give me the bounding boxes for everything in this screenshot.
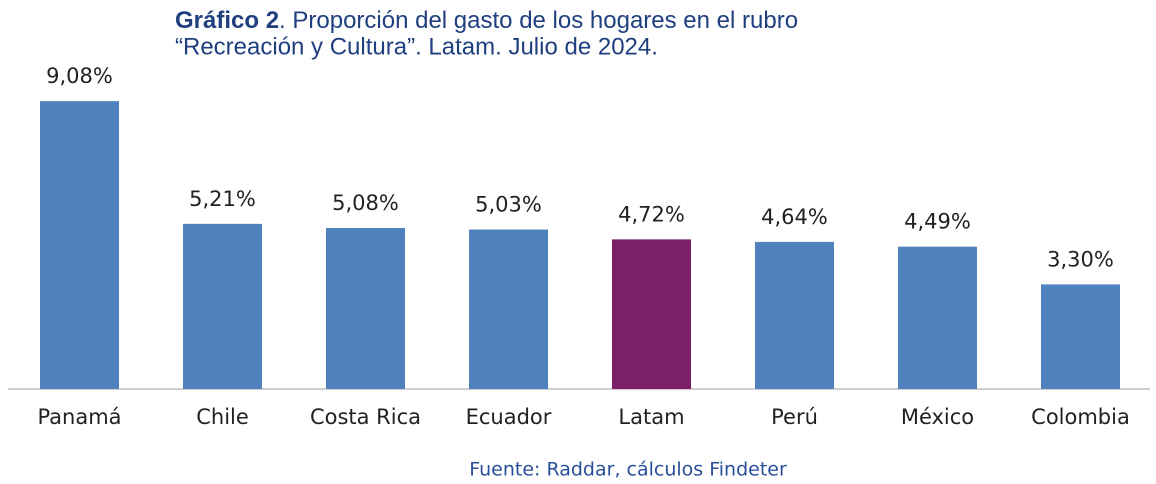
bar — [1041, 284, 1120, 389]
bar — [898, 246, 977, 389]
value-label: 5,21% — [189, 187, 256, 211]
x-tick-label: Perú — [771, 405, 818, 429]
title-label: Gráfico 2 — [175, 7, 279, 34]
value-label: 4,72% — [618, 202, 685, 226]
value-label: 4,64% — [761, 205, 828, 229]
title-line: “Recreación y Cultura”. Latam. Julio de … — [175, 33, 658, 60]
value-label: 5,08% — [332, 191, 399, 215]
x-tick-label: Panamá — [37, 405, 121, 429]
source: Fuente: Raddar, cálculos Findeter — [469, 459, 787, 481]
value-label: 9,08% — [46, 64, 113, 88]
bar — [469, 229, 548, 389]
value-label: 4,49% — [904, 210, 971, 234]
bar — [612, 239, 691, 389]
chart-title: Gráfico 2. Proporción del gasto de los h… — [175, 7, 798, 34]
x-tick-label: Costa Rica — [310, 405, 421, 429]
title-line: . Proporción del gasto de los hogares en… — [279, 7, 798, 34]
bar — [40, 101, 119, 389]
x-tick-label: México — [901, 405, 974, 429]
bar — [183, 223, 262, 389]
value-label: 5,03% — [475, 193, 542, 217]
x-tick-label: Chile — [196, 405, 249, 429]
x-tick-label: Colombia — [1031, 405, 1130, 429]
x-tick-label: Ecuador — [466, 405, 552, 429]
value-label: 3,30% — [1047, 247, 1114, 271]
bar — [326, 227, 405, 389]
x-tick-label: Latam — [618, 405, 684, 429]
bar — [755, 241, 834, 389]
